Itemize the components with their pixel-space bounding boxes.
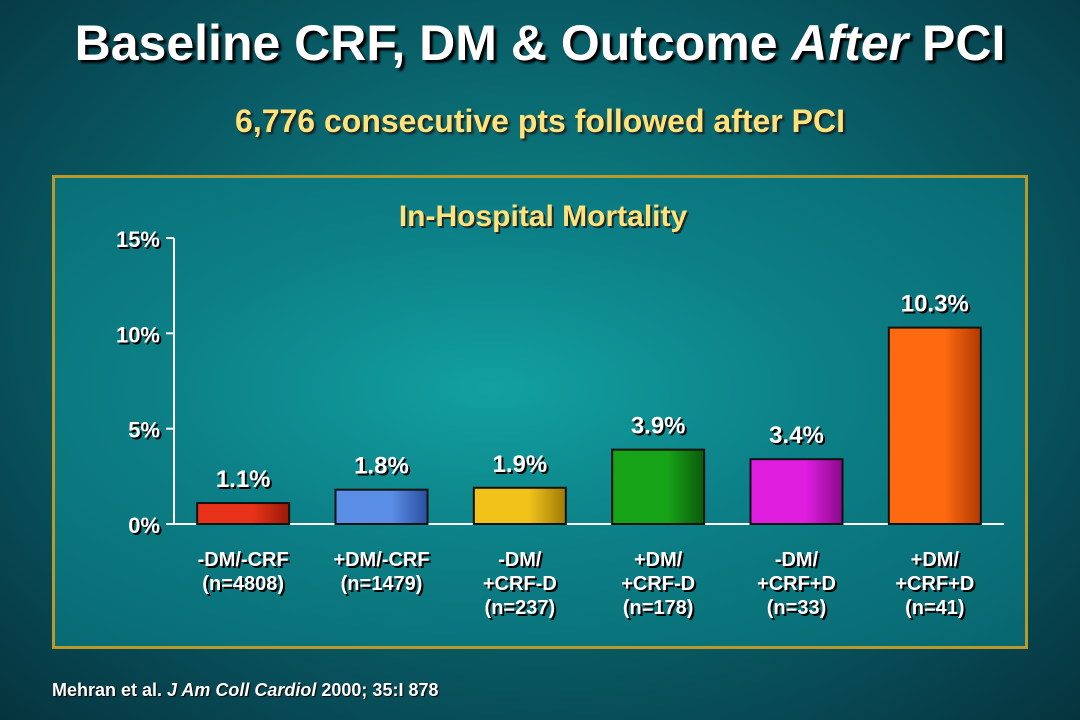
category-label-shadow: +CRF-D [623,575,697,597]
category-label-shadow: -DM/ [500,551,544,573]
bar-value-label: 3.9% [631,413,686,440]
category-label-shadow: -DM/-CRF [200,551,291,573]
bar-value-label-shadow: 1.1% [218,468,273,495]
category-label: (n=178) [623,597,694,619]
category-label-shadow: -DM/ [777,551,821,573]
chart-frame: In-Hospital Mortality In-Hospital Mortali… [52,175,1028,649]
title-prefix: Baseline CRF, DM & Outcome [74,15,792,71]
category-label: +CRF-D [483,573,557,595]
y-tick-label: 15% [116,227,160,252]
bar-value-label: 1.8% [354,453,409,480]
y-tick-label-shadow: 10% [118,324,162,349]
category-label: -DM/ [498,549,542,571]
bar-5 [749,458,844,526]
y-tick-label-shadow: 0% [130,515,162,540]
slide-subtitle: 6,776 consecutive pts followed after PCI [235,103,845,139]
category-label: +DM/-CRF [333,549,429,571]
title-suffix: PCI [908,15,1006,71]
category-label: -DM/ [775,549,819,571]
category-label-shadow: +DM/-CRF [335,551,431,573]
category-label: +CRF+D [757,573,836,595]
bar-value-label-shadow: 3.9% [633,415,688,442]
y-tick-label: 5% [128,418,160,443]
category-label-shadow: +CRF+D [759,575,838,597]
category-label: +CRF+D [895,573,974,595]
bar-value-label: 1.1% [216,466,271,493]
y-tick-label-shadow: 15% [118,229,162,254]
category-label-shadow: (n=237) [487,599,558,621]
bar-value-label-shadow: 3.4% [771,424,826,451]
bar-value-label-shadow: 1.9% [494,453,549,480]
bar-value-label: 1.9% [492,451,547,478]
citation-authors: Mehran et al. [52,680,168,700]
y-tick-label: 0% [128,513,160,538]
title-emphasis: After [791,15,909,71]
category-label-shadow: +CRF+D [897,575,976,597]
chart-title-shadow: In-Hospital Mortality [401,202,690,235]
citation-details: 2000; 35:I 878 [316,680,439,700]
bar-6 [887,326,982,525]
category-label: +CRF-D [621,573,695,595]
category-label-shadow: +DM/ [636,551,685,573]
category-label: (n=41) [905,597,964,619]
category-label: +DM/ [634,549,683,571]
bar-4 [611,448,706,526]
category-label: -DM/-CRF [198,549,289,571]
category-label: (n=1479) [341,573,423,595]
chart-title: In-Hospital Mortality [399,200,688,233]
bar-2 [334,488,429,525]
category-label: (n=4808) [202,573,284,595]
category-label-shadow: (n=4808) [204,575,286,597]
slide-title: Baseline CRF, DM & Outcome After PCI [0,14,1080,72]
bar-value-label-shadow: 1.8% [356,455,411,482]
category-label: (n=237) [485,597,556,619]
y-tick-label: 10% [116,322,160,347]
bar-3 [472,486,567,526]
category-label-shadow: (n=41) [907,599,966,621]
bar-value-label: 3.4% [769,422,824,449]
citation: Mehran et al. J Am Coll Cardiol 2000; 35… [52,680,438,701]
bar-value-label: 10.3% [901,291,969,318]
category-label-shadow: +DM/ [913,551,962,573]
y-tick-label-shadow: 5% [130,420,162,445]
category-label: +DM/ [911,549,960,571]
bar-1 [196,502,291,526]
category-label-shadow: +CRF-D [485,575,559,597]
citation-journal: J Am Coll Cardiol [167,680,317,700]
category-label-shadow: (n=33) [769,599,828,621]
bar-value-label-shadow: 10.3% [903,293,971,320]
category-label: (n=33) [767,597,826,619]
category-label-shadow: (n=178) [625,599,696,621]
category-label-shadow: (n=1479) [343,575,425,597]
